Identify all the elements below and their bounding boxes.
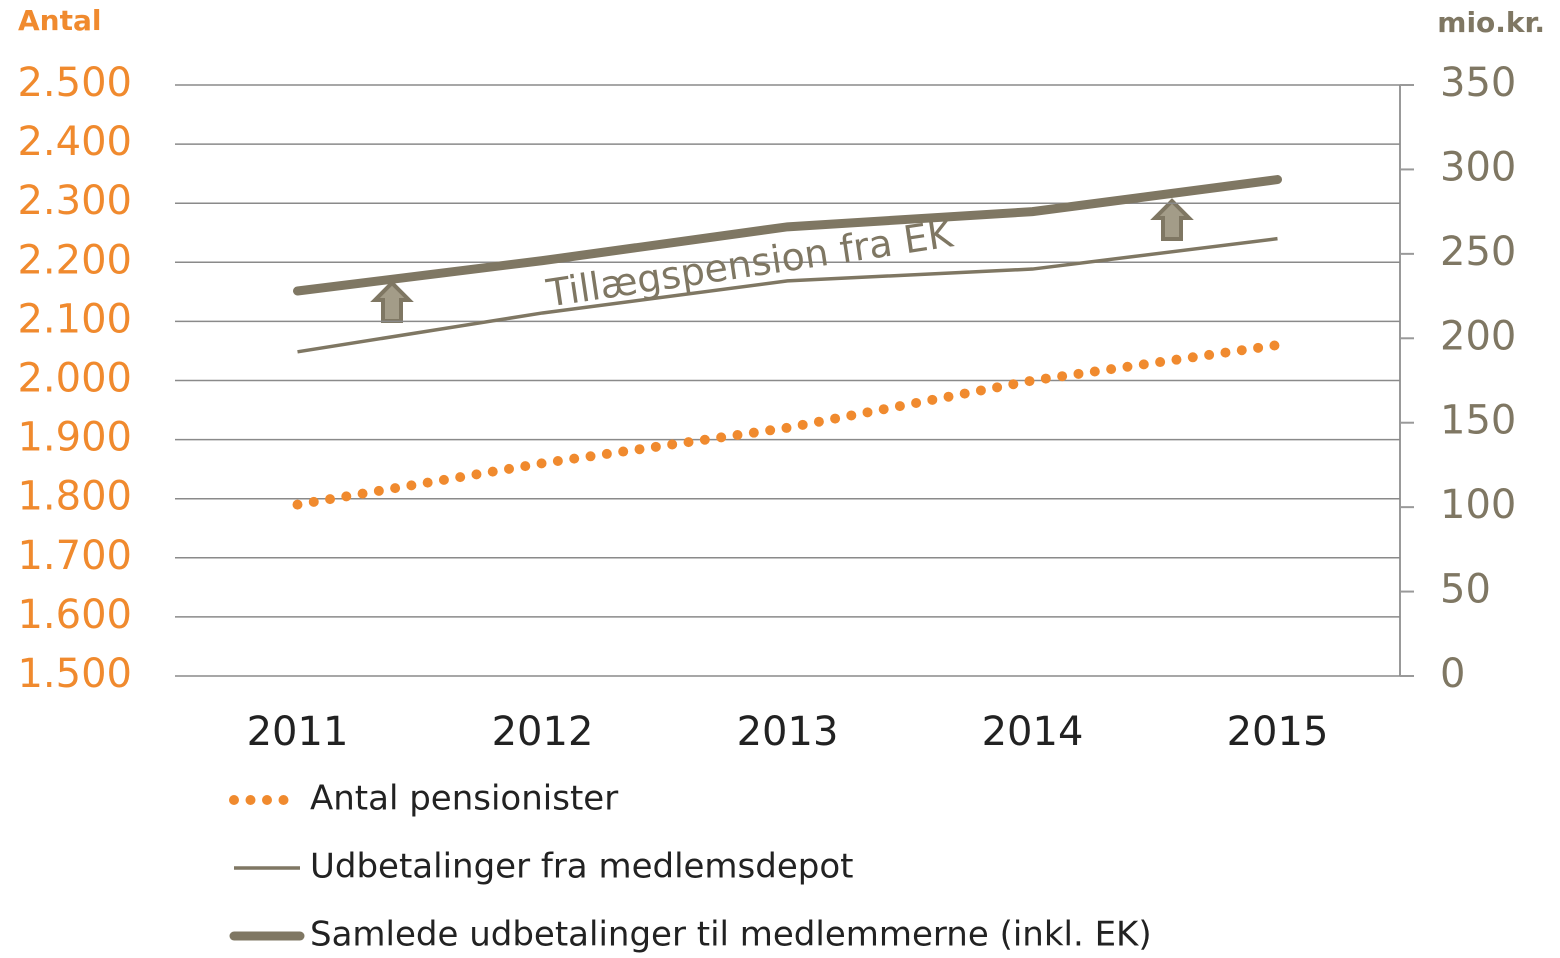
y2-tick-label: 300 <box>1440 144 1516 190</box>
x-tick-label: 2015 <box>1227 709 1329 755</box>
x-tick-label: 2014 <box>982 709 1084 755</box>
y-tick-label: 2.400 <box>17 119 132 165</box>
x-tick-label: 2012 <box>492 709 594 755</box>
y-tick-label: 2.500 <box>17 60 132 106</box>
x-tick-label: 2011 <box>247 709 349 755</box>
y2-axis-title: mio.kr. <box>1437 6 1545 39</box>
y-axis-title: Antal <box>18 4 101 37</box>
x-tick-label: 2013 <box>737 709 839 755</box>
y-tick-label: 1.800 <box>17 474 132 520</box>
arrow <box>1150 198 1194 241</box>
legend-label: Antal pensionister <box>310 779 618 819</box>
y-tick-label: 1.600 <box>17 592 132 638</box>
y2-tick-label: 150 <box>1440 398 1516 444</box>
legend-label: Udbetalinger fra medlemsdepot <box>310 847 854 887</box>
legend-label: Samlede udbetalinger til medlemmerne (in… <box>310 915 1152 955</box>
y2-tick-label: 0 <box>1440 651 1465 697</box>
y-tick-label: 2.200 <box>17 237 132 283</box>
y-tick-label: 2.000 <box>17 356 132 402</box>
y2-tick-label: 50 <box>1440 567 1491 613</box>
y-tick-label: 1.500 <box>17 651 132 697</box>
series-line <box>293 175 1282 296</box>
y2-tick-label: 250 <box>1440 229 1516 275</box>
y2-tick-label: 100 <box>1440 482 1516 528</box>
y-tick-label: 2.100 <box>17 296 132 342</box>
y2-tick-label: 350 <box>1440 60 1516 106</box>
annotation: Tillægspension fra EK <box>543 211 957 315</box>
y2-tick-label: 200 <box>1440 313 1516 359</box>
series-line <box>297 236 1278 354</box>
y-tick-label: 2.300 <box>17 178 132 224</box>
y-tick-label: 1.900 <box>17 415 132 461</box>
series-line <box>292 340 1283 510</box>
arrow <box>370 280 414 323</box>
y-tick-label: 1.700 <box>17 533 132 579</box>
